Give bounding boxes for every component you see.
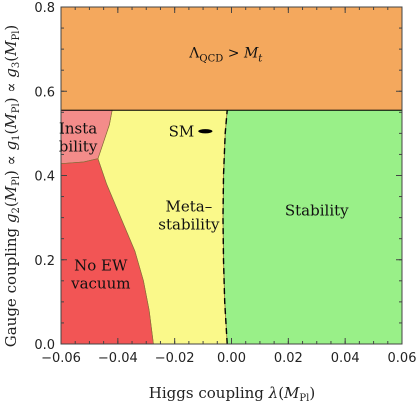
stability-region — [222, 109, 403, 345]
labels-layer: ΛQCD > Mt Stability Meta– stability Insta bil… — [59, 45, 349, 292]
no-ew-vacuum-region-label: No EW vacuum — [70, 256, 130, 292]
regions-layer — [60, 6, 403, 345]
y-tick-label: 0.8 — [34, 1, 55, 16]
x-tick-label: −0.04 — [98, 351, 138, 366]
x-tick-label: 0.04 — [331, 351, 360, 366]
sm-marker — [198, 129, 213, 134]
metastability-region-label: Meta– stability — [158, 198, 220, 234]
stability-region-label: Stability — [285, 202, 349, 220]
x-tick-label: −0.06 — [41, 351, 81, 366]
instability-region-label: Insta bility — [59, 120, 98, 156]
x-tick-label: 0.02 — [274, 351, 303, 366]
lambda-qcd-region-label: ΛQCD > Mt — [188, 45, 263, 64]
marker-layer: SM — [169, 122, 213, 140]
ticks-layer: −0.06 −0.04 −0.02 0.00 0.02 0.04 0.06 0.0 0.2 0.4… — [34, 1, 416, 366]
x-tick-label: 0.00 — [217, 351, 246, 366]
no-ew-vacuum-region — [60, 158, 154, 345]
x-tick-label: 0.06 — [388, 351, 417, 366]
y-tick-label: 0.4 — [34, 170, 55, 185]
stability-boundary-dashed-line — [222, 110, 228, 345]
y-axis-title: Gauge coupling g2(MPl) ∝ g1(MPl) ∝ g3(MP… — [2, 25, 22, 348]
x-tick-label: −0.02 — [155, 351, 195, 366]
x-axis-title: Higgs coupling λ(MPl) — [149, 384, 315, 404]
y-tick-label: 0.2 — [34, 254, 55, 269]
boundary-layer — [61, 109, 402, 345]
sm-label: SM — [169, 122, 195, 140]
y-tick-label: 0.6 — [34, 85, 55, 100]
y-tick-label: 0.0 — [34, 338, 55, 353]
